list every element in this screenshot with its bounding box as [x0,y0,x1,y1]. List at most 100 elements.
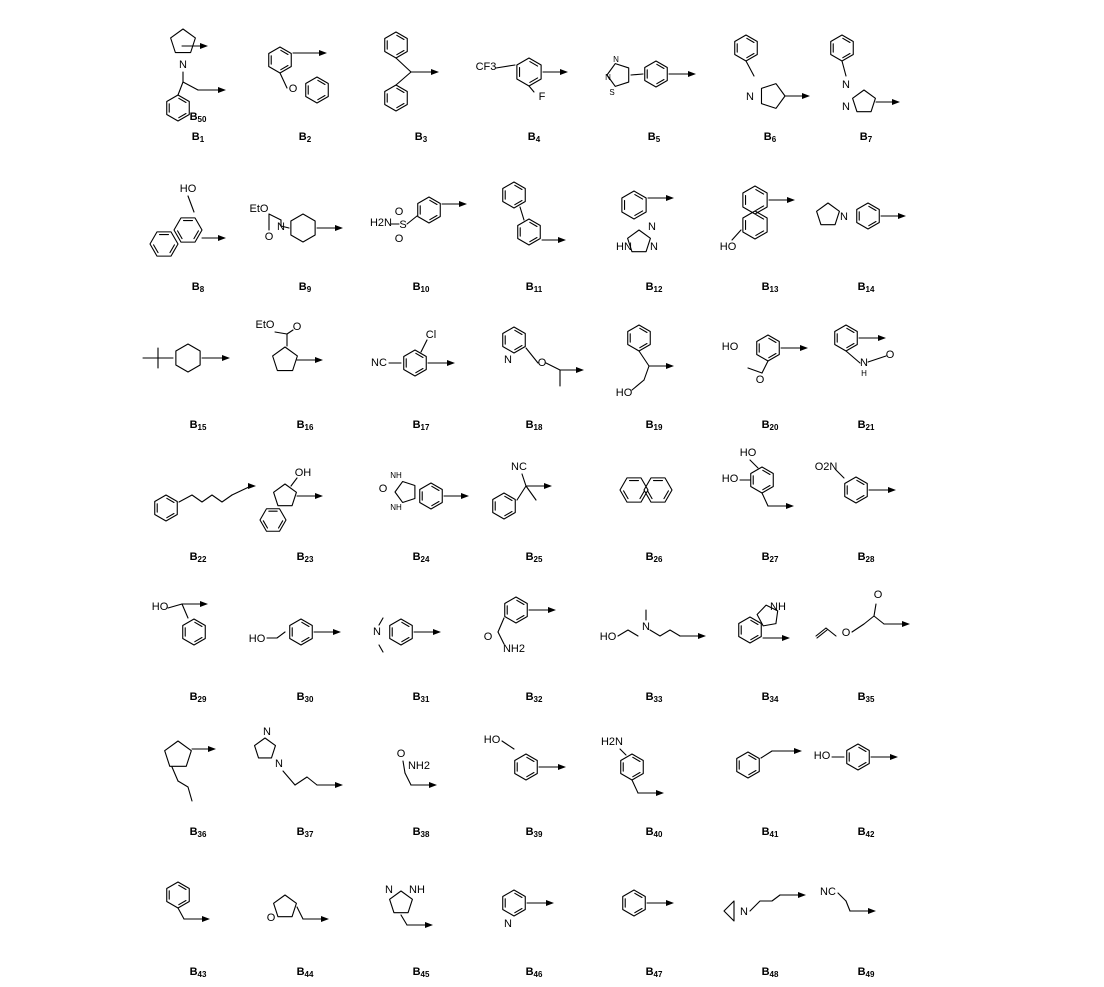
atom-label: N [263,726,271,738]
compound-label: B38 [361,825,481,842]
label-subscript: 31 [420,695,430,704]
structure-drawing: HO [616,324,674,399]
atom-label: NH2 [408,760,430,772]
building-block-b8: HO B8 [138,170,258,302]
label-subscript: 41 [769,830,779,839]
structure-drawing: HO [814,743,898,771]
atom-label: HO [600,631,617,643]
building-block-b21: N H O B21 [806,308,926,440]
label-subscript: 11 [533,285,543,294]
label-subscript: 25 [533,555,543,564]
label-subscript: 21 [865,423,875,432]
building-block-b37: N N B37 [245,715,365,847]
compound-label: B20 [710,418,830,435]
structure-drawing: NH O [834,324,895,378]
atom-label: N [613,55,619,64]
label-subscript: 34 [769,695,779,704]
label-prefix: B [525,551,534,563]
compound-label: B40 [594,825,714,842]
building-block-b25: NC B25 [474,440,594,572]
label-prefix: B [412,281,421,293]
structure-drawing [164,740,216,802]
building-block-b40: H2N B40 [594,715,714,847]
structure-drawing: HO [720,185,795,253]
building-block-b3: B3 [361,20,481,152]
building-block-b17: NC Cl B17 [361,308,481,440]
compound-label: B3 [361,130,481,147]
structure-drawing [502,181,566,246]
atom-label: O [395,233,404,245]
compound-label: B6 [710,130,830,147]
building-block-b41: B41 [710,715,830,847]
label-subscript: 39 [533,830,543,839]
building-block-b49: NC B49 [806,855,926,987]
label-subscript: 7 [867,135,873,144]
label-subscript: 38 [420,830,430,839]
building-block-b24: O NH NH B24 [361,440,481,572]
label-subscript: 22 [197,555,207,564]
structure-drawing: NC Cl [371,329,455,377]
label-subscript: 44 [304,970,314,979]
building-block-b18: N O B18 [474,308,594,440]
label-prefix: B [763,131,772,143]
building-block-b5: N N S B5 [594,20,714,152]
structure-drawing [166,881,210,922]
compound-label: B9 [245,280,365,297]
label-subscript: 49 [865,970,875,979]
structure-drawing: H2N SO O [370,196,467,245]
building-block-b15: B15 [138,308,258,440]
label-prefix: B [857,551,866,563]
atom-label: O [267,912,276,924]
building-block-b4: CF3 F B4 [474,20,594,152]
compound-label: B45 [361,965,481,982]
building-block-b45: N NH B45 [361,855,481,987]
structure-drawing: O [268,46,329,104]
label-prefix: B [298,131,307,143]
label-prefix: B [189,691,198,703]
structure-drawing: OO [815,589,910,639]
structure-drawing: ONH NH [379,471,469,512]
compound-label: B4 [474,130,594,147]
label-subscript: 50 [197,115,207,124]
label-prefix: B [412,419,421,431]
label-subscript: 26 [653,555,663,564]
compound-label: B10 [361,280,481,297]
compound-label: B18 [474,418,594,435]
label-prefix: B [296,966,305,978]
label-subscript: 1 [199,135,205,144]
structure-drawing: HO O [722,334,808,386]
compound-label: B39 [474,825,594,842]
structure-drawing [619,477,673,503]
label-subscript: 29 [197,695,207,704]
structure-drawing: NC [492,461,552,520]
structure-drawing: HO [149,183,226,257]
label-prefix: B [647,131,656,143]
structure-drawing: N [816,202,906,230]
label-prefix: B [412,966,421,978]
label-prefix: B [298,281,307,293]
building-block-b12: N N HN B12 [594,170,714,302]
atom-label: O [842,627,851,639]
compound-label: B33 [594,690,714,707]
building-block-b39: HO B39 [474,715,594,847]
label-subscript: 10 [420,285,430,294]
structure-drawing: N [373,617,441,653]
structure-drawing: NH [738,601,790,644]
atom-label: S [609,88,614,97]
compound-label: B1 [138,130,258,147]
label-prefix: B [189,419,198,431]
compound-label: B12 [594,280,714,297]
atom-label: OH [295,467,312,479]
structure-drawing: HO HO [722,447,794,509]
label-prefix: B [645,826,654,838]
atom-label: O [293,321,302,333]
building-block-b43: B43 [138,855,258,987]
atom-label: NC [511,461,527,473]
label-subscript: 28 [865,555,875,564]
label-subscript: 12 [653,285,663,294]
building-block-b6: N B6 [710,20,830,152]
label-prefix: B [761,281,770,293]
